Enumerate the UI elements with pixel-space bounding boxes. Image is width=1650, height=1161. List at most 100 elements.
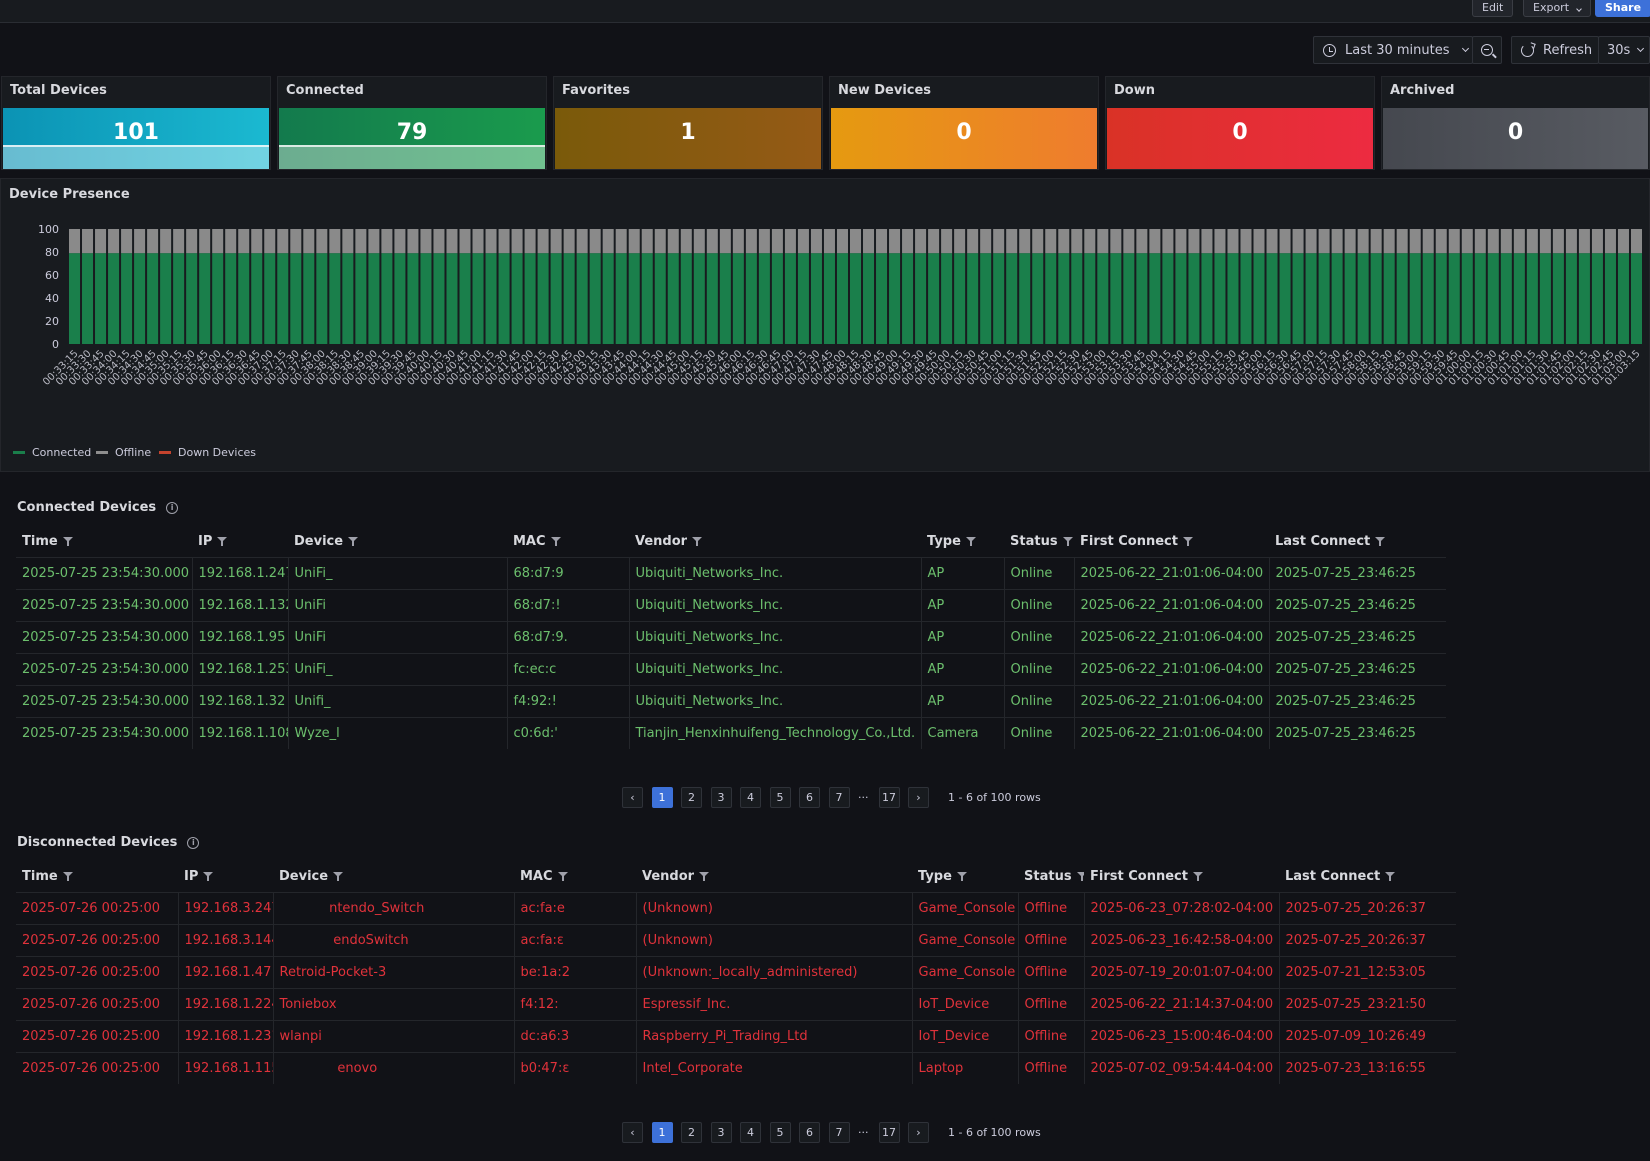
table-row[interactable]: 2025-07-26 00:25:00 192.168.3.144 endoSwi… — [16, 923, 1456, 956]
bar-connected[interactable] — [277, 253, 289, 344]
bar-connected[interactable] — [238, 253, 250, 344]
bar-connected[interactable] — [836, 253, 848, 344]
table-row[interactable]: 2025-07-26 00:25:00 192.168.1.47 Retroid-P… — [16, 955, 1456, 988]
column-header[interactable]: Device — [273, 862, 514, 892]
bar-connected[interactable] — [1578, 253, 1590, 344]
bar-offline[interactable] — [797, 229, 809, 254]
bar-offline[interactable] — [1461, 229, 1473, 254]
bar-connected[interactable] — [628, 253, 640, 344]
bar-offline[interactable] — [680, 229, 692, 254]
bar-connected[interactable] — [1318, 253, 1330, 344]
bar-offline[interactable] — [902, 229, 914, 254]
bar-connected[interactable] — [1617, 253, 1629, 344]
bar-connected[interactable] — [1370, 253, 1382, 344]
bar-connected[interactable] — [1344, 253, 1356, 344]
bar-offline[interactable] — [381, 229, 393, 254]
zoom-out-button[interactable] — [1472, 36, 1502, 64]
bar-connected[interactable] — [889, 253, 901, 344]
bar-connected[interactable] — [615, 253, 627, 344]
bar-connected[interactable] — [225, 253, 237, 344]
bar-offline[interactable] — [1474, 229, 1486, 254]
column-header[interactable]: First Connect — [1074, 527, 1269, 557]
bar-connected[interactable] — [915, 253, 927, 344]
bar-offline[interactable] — [537, 229, 549, 254]
bar-offline[interactable] — [967, 229, 979, 254]
bar-connected[interactable] — [849, 253, 862, 344]
bar-connected[interactable] — [1591, 253, 1603, 344]
bar-offline[interactable] — [1422, 229, 1434, 254]
bar-connected[interactable] — [1227, 253, 1239, 344]
bar-connected[interactable] — [941, 253, 953, 344]
bar-offline[interactable] — [238, 229, 250, 254]
bar-offline[interactable] — [82, 229, 94, 254]
table-row[interactable]: 2025-07-25 23:54:30.000 192.168.1.108 Wyze… — [16, 716, 1446, 749]
bar-connected[interactable] — [810, 253, 822, 344]
bar-connected[interactable] — [784, 253, 796, 344]
time-range-picker[interactable]: Last 30 minutes — [1313, 36, 1473, 64]
bar-offline[interactable] — [1149, 229, 1161, 254]
bar-offline[interactable] — [615, 229, 627, 254]
bar-offline[interactable] — [433, 229, 445, 254]
bar-offline[interactable] — [1383, 229, 1395, 254]
bar-connected[interactable] — [758, 253, 770, 344]
bar-connected[interactable] — [719, 253, 731, 344]
bar-connected[interactable] — [1513, 253, 1525, 344]
next-page-button[interactable]: › — [908, 1122, 929, 1143]
bar-connected[interactable] — [797, 253, 809, 344]
column-header[interactable]: Status — [1004, 527, 1074, 557]
bar-offline[interactable] — [1357, 229, 1369, 254]
filter-icon[interactable] — [965, 537, 976, 547]
bar-offline[interactable] — [1188, 229, 1200, 254]
bar-offline[interactable] — [719, 229, 731, 254]
filter-icon[interactable] — [62, 872, 73, 882]
bar-connected[interactable] — [1045, 253, 1057, 344]
bar-connected[interactable] — [902, 253, 914, 344]
bar-offline[interactable] — [1045, 229, 1057, 254]
bar-offline[interactable] — [889, 229, 901, 254]
page-button[interactable]: 6 — [799, 787, 820, 808]
bar-connected[interactable] — [251, 253, 263, 344]
column-header[interactable]: Time — [16, 527, 192, 557]
legend-item[interactable]: Down Devices — [159, 446, 256, 459]
bar-connected[interactable] — [576, 253, 588, 344]
bar-offline[interactable] — [1201, 229, 1213, 254]
bar-connected[interactable] — [876, 253, 888, 344]
bar-connected[interactable] — [147, 253, 159, 344]
bar-offline[interactable] — [69, 229, 81, 254]
filter-icon[interactable] — [956, 872, 967, 882]
bar-offline[interactable] — [394, 229, 406, 254]
table-row[interactable]: 2025-07-26 00:25:00 192.168.1.224 Toniebox… — [16, 987, 1456, 1020]
bar-offline[interactable] — [485, 229, 497, 254]
bar-connected[interactable] — [1357, 253, 1369, 344]
bar-offline[interactable] — [836, 229, 848, 254]
bar-offline[interactable] — [108, 229, 120, 254]
bar-connected[interactable] — [1162, 253, 1174, 344]
page-button[interactable]: 4 — [740, 787, 761, 808]
bar-offline[interactable] — [1396, 229, 1408, 254]
bar-offline[interactable] — [134, 229, 146, 254]
bar-offline[interactable] — [1617, 229, 1629, 254]
filter-icon[interactable] — [1076, 872, 1084, 882]
bar-connected[interactable] — [1383, 253, 1395, 344]
bar-offline[interactable] — [1292, 229, 1304, 254]
bar-connected[interactable] — [433, 253, 445, 344]
column-header[interactable]: Type — [912, 862, 1018, 892]
bar-connected[interactable] — [1201, 253, 1213, 344]
bar-connected[interactable] — [1331, 253, 1343, 344]
column-header[interactable]: Vendor — [629, 527, 921, 557]
bar-offline[interactable] — [1370, 229, 1382, 254]
bar-connected[interactable] — [1292, 253, 1304, 344]
bar-connected[interactable] — [602, 253, 614, 344]
bar-offline[interactable] — [667, 229, 679, 254]
bar-connected[interactable] — [485, 253, 497, 344]
bar-offline[interactable] — [563, 229, 575, 254]
bar-connected[interactable] — [1188, 253, 1200, 344]
bar-connected[interactable] — [928, 253, 940, 344]
bar-connected[interactable] — [1474, 253, 1486, 344]
bar-offline[interactable] — [1019, 229, 1031, 254]
bar-connected[interactable] — [1487, 253, 1499, 344]
bar-offline[interactable] — [1500, 229, 1512, 254]
bar-offline[interactable] — [915, 229, 927, 254]
bar-offline[interactable] — [1253, 229, 1265, 254]
page-button[interactable]: 5 — [769, 787, 791, 808]
